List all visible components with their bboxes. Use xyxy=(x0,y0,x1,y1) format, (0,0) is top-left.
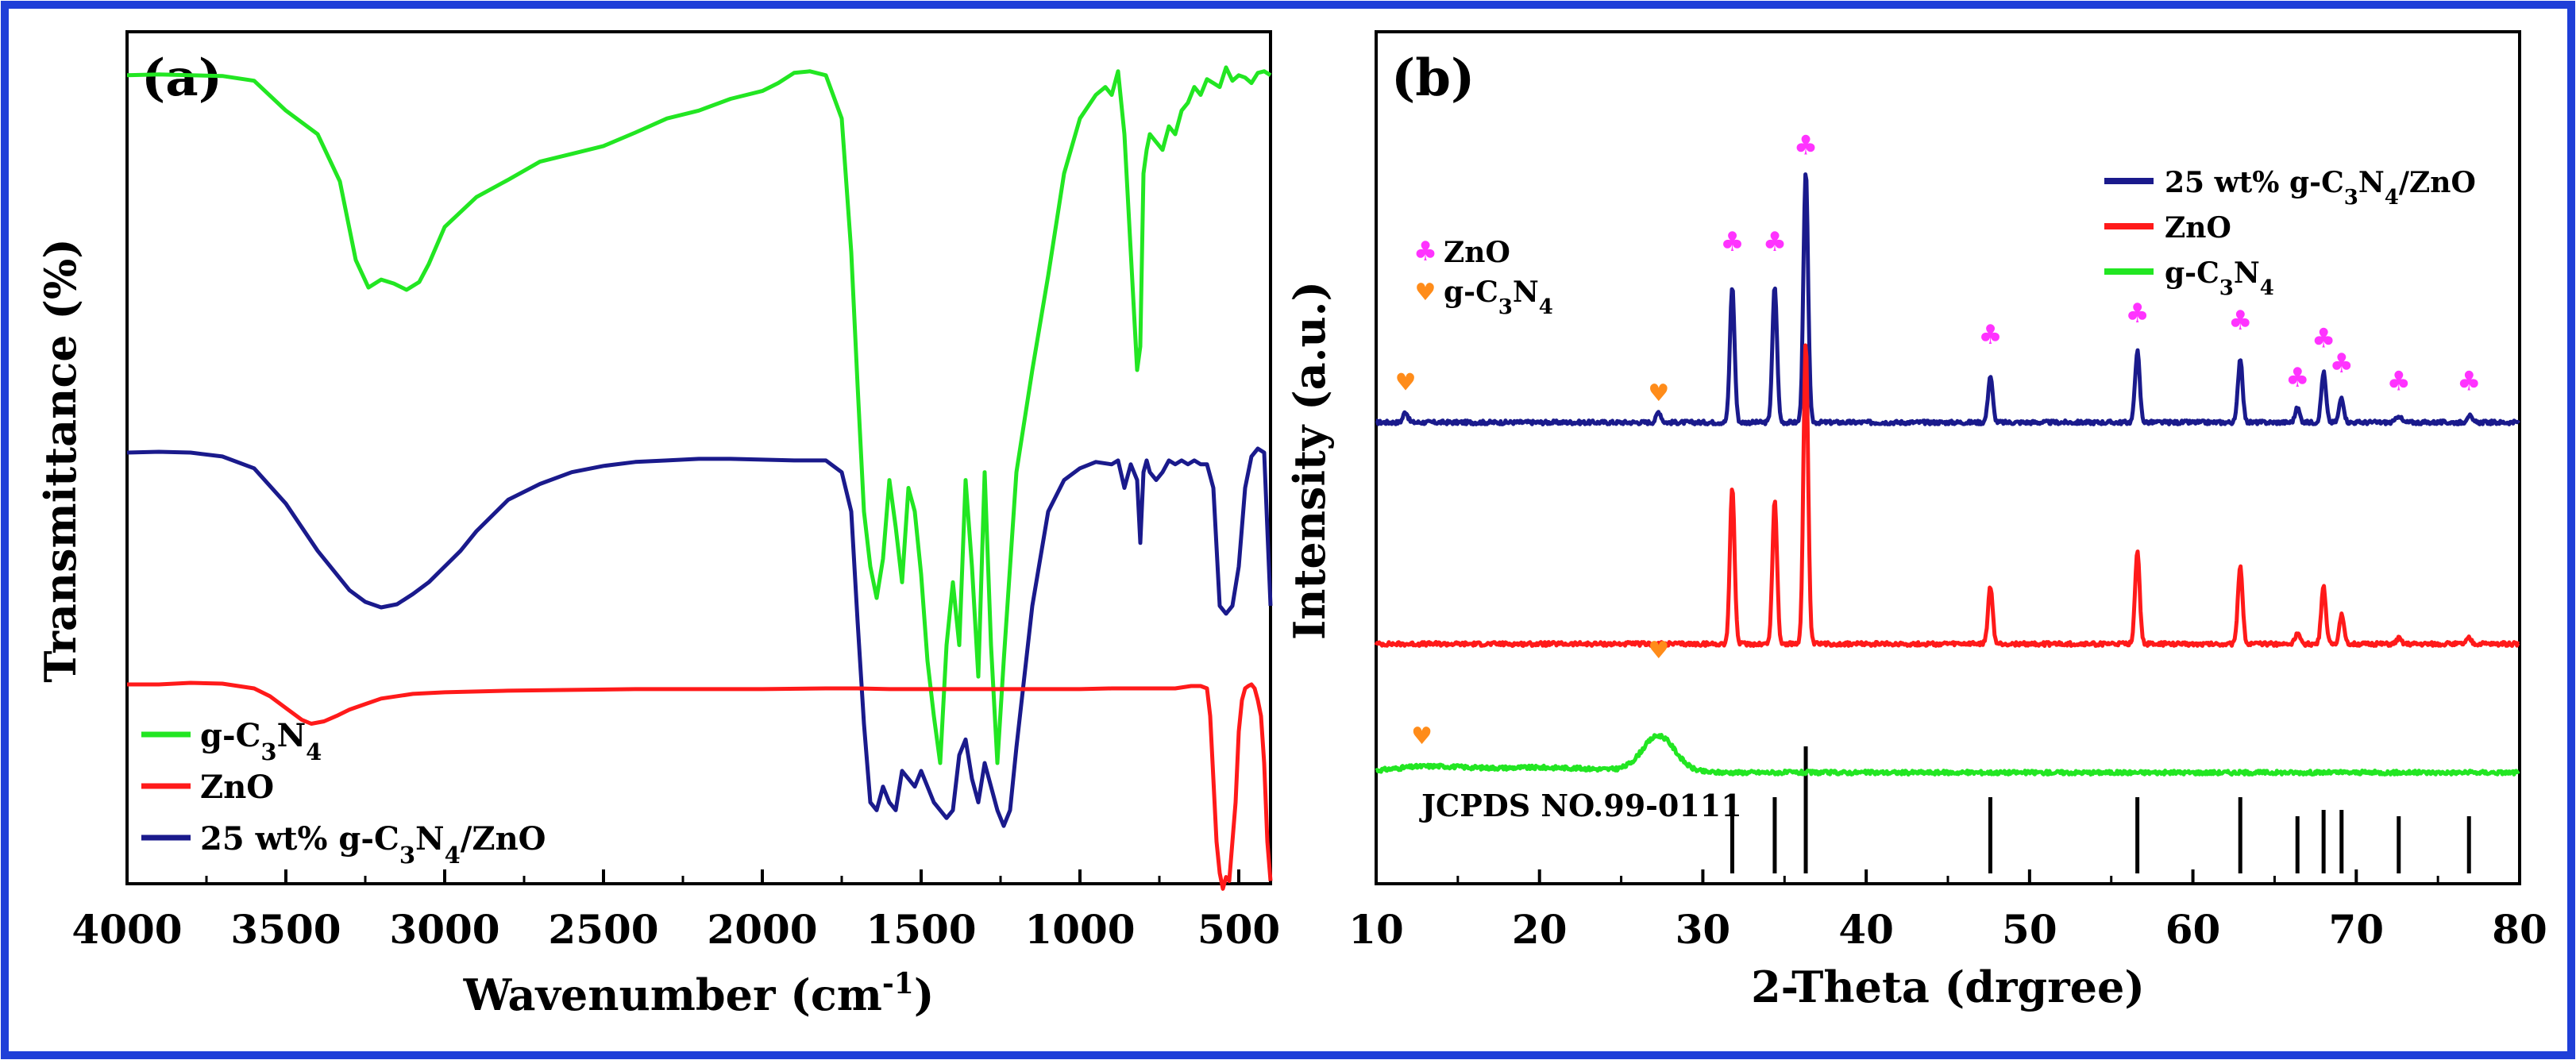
panel-b-peak-markers: ♣ ♣♣♣♣ ♣♣♣♣♣ ♣♥ ♥♥♥ xyxy=(1395,130,2482,751)
panel-a-plot-frame xyxy=(125,30,1272,885)
panel-b-label: (b) xyxy=(1391,48,1475,108)
panel-b-reference-label: JCPDS NO.99-0111 xyxy=(1419,788,1742,823)
zno-peak-marker-9: ♣ xyxy=(2387,366,2411,398)
panel-a-legend-label-2: 25 wt% g-C3N4/ZnO xyxy=(200,820,546,869)
zno-peak-marker-10: ♣ xyxy=(2457,366,2481,398)
panel-b-marker-legend: ♣ ZnO ♥ g-C3N4 xyxy=(1413,236,1553,319)
panel-a: (a) 4000 3500 3000 2500 2000 1500 1000 500 Wave… xyxy=(35,30,1280,1020)
panel-b-x-tick-label-4: 50 xyxy=(2002,906,2057,953)
zno-peak-marker-5: ♣ xyxy=(2228,305,2252,337)
panel-b-marker-legend-label-0: ZnO xyxy=(1444,236,1510,269)
panel-a-series-line-0 xyxy=(126,65,1272,765)
panel-b-marker-legend-symbol-1: ♥ xyxy=(1415,279,1436,306)
panel-b-x-tick-label-0: 10 xyxy=(1348,906,1404,953)
gcn-peak-marker-14: ♥ xyxy=(1648,637,1669,665)
panel-a-label: (a) xyxy=(141,48,222,108)
panel-a-x-tick-label-0: 4000 xyxy=(71,906,182,953)
panel-b-x-tick-label-6: 70 xyxy=(2328,906,2384,953)
panel-a-x-tick-label-4: 2000 xyxy=(707,906,817,953)
panel-a-x-tick-label-5: 1500 xyxy=(866,906,976,953)
panel-b-marker-legend-label-1: g-C3N4 xyxy=(1444,276,1553,319)
zno-peak-marker-2: ♣ xyxy=(1794,130,1818,162)
panel-a-legend-label-1: ZnO xyxy=(200,769,274,806)
panel-a-x-axis-title-text: Wavenumber (cm xyxy=(463,969,882,1020)
panel-b-marker-legend-symbol-0: ♣ xyxy=(1413,236,1437,268)
panel-a-x-tick-label-6: 1000 xyxy=(1024,906,1135,953)
panel-b-x-tick-label-3: 40 xyxy=(1838,906,1894,953)
panel-a-x-tick-label-1: 3500 xyxy=(230,906,341,953)
panel-b-series-line-0 xyxy=(1375,172,2521,426)
panel-a-series-line-1 xyxy=(126,446,1273,828)
panel-b-legend-label-2: g-C3N4 xyxy=(2165,256,2274,300)
panel-b-x-tick-label-5: 60 xyxy=(2165,906,2221,953)
panel-a-x-tick-label-3: 2500 xyxy=(548,906,658,953)
panel-b-legend-label-1: ZnO xyxy=(2165,211,2231,245)
panel-b-x-ticks: 10 20 30 40 50 60 70 80 xyxy=(1348,869,2547,953)
gcn-peak-marker-11: ♥ xyxy=(1395,369,1417,397)
panel-b-series-line-2 xyxy=(1375,733,2520,777)
zno-peak-marker-4: ♣ xyxy=(2125,298,2149,330)
panel-b-series xyxy=(1374,172,2521,777)
zno-peak-marker-7: ♣ xyxy=(2312,323,2335,355)
panel-b-legend-label-0: 25 wt% g-C3N4/ZnO xyxy=(2165,166,2476,210)
panel-a-y-axis-title: Transmittance (%) xyxy=(35,238,86,683)
panel-b-series-line-1 xyxy=(1374,343,2520,648)
panel-b-x-tick-label-1: 20 xyxy=(1512,906,1568,953)
panel-b-y-axis-title: Intensity (a.u.) xyxy=(1284,281,1335,640)
panel-a-legend-label-0: g-C3N4 xyxy=(200,717,322,765)
panel-b: (b) JCPDS NO.99-0111 ♣ ♣♣♣♣ ♣♣♣♣♣ ♣♥ ♥♥♥ 10 2… xyxy=(1284,30,2547,1012)
panel-b-x-axis-title: 2-Theta (drgree) xyxy=(1751,962,2145,1012)
zno-peak-marker-0: ♣ xyxy=(1720,226,1744,258)
panel-a-x-tick-label-2: 3000 xyxy=(389,906,499,953)
panel-b-reference-pattern xyxy=(1730,746,2471,873)
gcn-peak-marker-13: ♥ xyxy=(1411,723,1433,750)
zno-peak-marker-3: ♣ xyxy=(1978,319,2002,351)
panel-a-legend: g-C3N4 ZnO 25 wt% g-C3N4/ZnO xyxy=(141,717,546,869)
zno-peak-marker-1: ♣ xyxy=(1763,226,1787,258)
panel-b-x-tick-label-2: 30 xyxy=(1676,906,1731,953)
zno-peak-marker-6: ♣ xyxy=(2285,362,2309,394)
panel-a-x-axis-title-sup: -1 xyxy=(882,967,914,1000)
panel-a-x-tick-label-7: 500 xyxy=(1197,906,1280,953)
panel-a-series-line-2 xyxy=(127,680,1273,891)
panel-a-series xyxy=(126,65,1273,891)
gcn-peak-marker-12: ♥ xyxy=(1648,380,1669,407)
panel-a-x-axis-title: Wavenumber (cm-1) xyxy=(463,967,935,1020)
zno-peak-marker-8: ♣ xyxy=(2330,348,2354,380)
panel-a-x-axis-title-tail: ) xyxy=(914,969,935,1020)
panel-a-x-ticks: 4000 3500 3000 2500 2000 1500 1000 500 xyxy=(71,869,1280,953)
panel-b-x-tick-label-7: 80 xyxy=(2492,906,2547,953)
